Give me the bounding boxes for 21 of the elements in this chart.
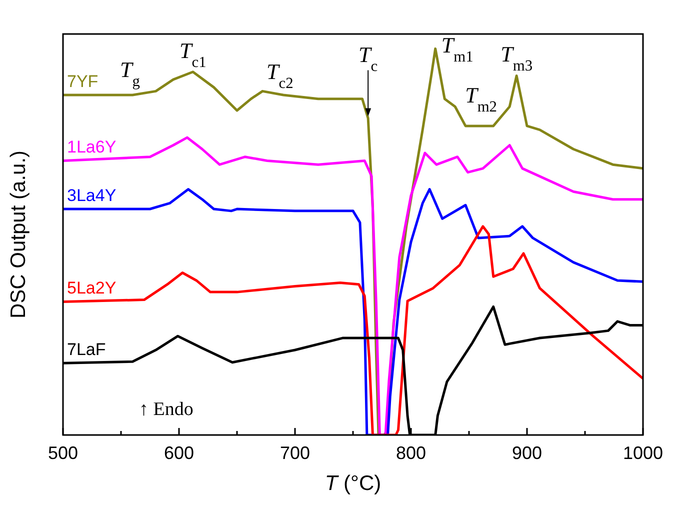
annotation: T$_{g}$: [120, 57, 140, 90]
series-label: 5La2Y: [67, 278, 116, 298]
series-label: 7YF: [67, 72, 98, 92]
x-tick-label: 600: [164, 443, 194, 463]
series-label: 1La6Y: [67, 138, 116, 157]
annotation: T$_{c1}$: [180, 38, 206, 70]
annotation: T$_{m3}$: [500, 42, 533, 74]
y-axis-title: DSC Output (a.u.): [7, 150, 30, 319]
x-tick-label: 700: [280, 443, 310, 463]
x-tick-label: 800: [396, 443, 426, 463]
x-tick-label: 1000: [622, 443, 664, 463]
x-tick-label: 900: [512, 443, 542, 463]
series-label: 3La4Y: [67, 186, 116, 206]
annotation: T$_{c2}$: [266, 59, 294, 92]
annotation: ↑ Endo: [139, 399, 194, 420]
annotation: T$_{c}$: [358, 42, 378, 75]
annotation: T$_{m2}$: [465, 82, 497, 116]
series-label: 7LaF: [67, 340, 106, 360]
x-axis-title: T (°C): [324, 472, 382, 495]
annotation: T$_{m1}$: [441, 32, 474, 66]
x-tick-label: 500: [48, 443, 78, 463]
